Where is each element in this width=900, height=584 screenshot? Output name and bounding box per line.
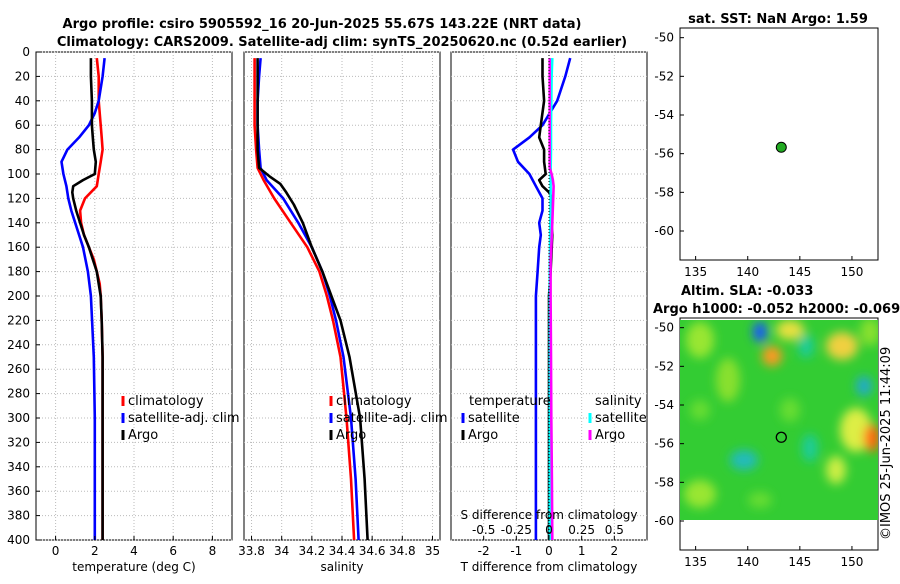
s-tick-label: 0.5: [605, 523, 624, 537]
series-line-salinity-satellite: [548, 58, 554, 540]
legend-item: climatology: [128, 394, 204, 409]
y-tick-label: -54: [654, 398, 674, 412]
salinity-xlabel: salinity: [320, 560, 363, 574]
legend-item: satellite-adj. clim: [336, 411, 448, 426]
series-line-salinity-argo: [548, 58, 555, 541]
sla-heatmap: [680, 320, 878, 520]
x-tick-label: 150: [840, 555, 863, 569]
y-tick-label: 80: [15, 143, 30, 157]
sst-map-panel: sat. SST: NaN Argo: 1.59 135 140 145 150 -50…: [654, 12, 879, 279]
temperature-panel: 0 2 4 6 802040608010012014016018020022024026…: [7, 45, 240, 574]
x-tick-label: 33.8: [238, 544, 265, 558]
y-tick-label: -50: [654, 321, 674, 335]
figure-title-line1: Argo profile: csiro 5905592_16 20-Jun-20…: [63, 17, 582, 32]
legend-item: Argo: [336, 428, 366, 443]
s-tick-label: 0: [545, 523, 553, 537]
x-tick-label: 145: [788, 555, 811, 569]
series-line-argo: [256, 58, 369, 541]
y-tick-label: 380: [7, 509, 30, 523]
y-tick-label: 200: [7, 289, 30, 303]
y-tick-label: -56: [654, 147, 674, 161]
x-tick-label: -2: [478, 544, 490, 558]
s-difference-xlabel: S difference from climatology: [461, 508, 638, 522]
x-tick-label: 135: [684, 265, 707, 279]
y-tick-label: 160: [7, 240, 30, 254]
x-tick-label: 35: [425, 544, 440, 558]
salinity-panel: 33.8 34 34.2 34.4 34.6 34.8 35 climatology satel…: [238, 51, 448, 574]
y-tick-label: 140: [7, 216, 30, 230]
x-tick-label: 34.8: [389, 544, 416, 558]
x-tick-label: 8: [209, 544, 217, 558]
x-tick-label: 150: [840, 265, 863, 279]
x-tick-label: 145: [788, 265, 811, 279]
y-tick-label: -56: [654, 437, 674, 451]
y-tick-label: 300: [7, 411, 30, 425]
x-tick-label: 0: [52, 544, 60, 558]
x-tick-label: 140: [736, 555, 759, 569]
y-tick-label: 360: [7, 484, 30, 498]
difference-panel: -2 -1 0 1 2 -0.5 -0.25 0 0.25 0.5 temperature salin…: [450, 51, 648, 574]
y-tick-label: 320: [7, 435, 30, 449]
legend-item: satellite-adj. clim: [128, 411, 240, 426]
y-tick-label: -60: [654, 224, 674, 238]
figure-title-line2: Climatology: CARS2009. Satellite-adj cli…: [57, 35, 627, 50]
s-tick-label: -0.25: [501, 523, 532, 537]
y-tick-label: -58: [654, 185, 674, 199]
y-tick-label: -52: [654, 69, 674, 83]
y-tick-label: -54: [654, 108, 674, 122]
legend-item: satellite: [468, 411, 520, 426]
x-tick-label: 34.4: [329, 544, 356, 558]
sst-map-title: sat. SST: NaN Argo: 1.59: [688, 12, 868, 27]
series-line-argo: [71, 58, 104, 540]
x-tick-label: 6: [169, 544, 177, 558]
legend-item: climatology: [336, 394, 412, 409]
y-tick-label: 340: [7, 460, 30, 474]
y-tick-label: -60: [654, 514, 674, 528]
x-tick-label: 140: [736, 265, 759, 279]
y-tick-label: -58: [654, 475, 674, 489]
y-tick-label: 400: [7, 533, 30, 547]
x-tick-label: 2: [611, 544, 619, 558]
legend-item: satellite: [595, 411, 647, 426]
x-tick-label: 34.6: [359, 544, 386, 558]
sla-map-panel: Altim. SLA: -0.033 Argo h1000: -0.052 h2…: [653, 284, 900, 569]
s-tick-label: -0.5: [472, 523, 495, 537]
argo-position-marker: [775, 431, 787, 443]
y-tick-label: -50: [654, 31, 674, 45]
x-tick-label: -1: [510, 544, 522, 558]
x-tick-label: 1: [578, 544, 586, 558]
sla-map-title-line1: Altim. SLA: -0.033: [681, 284, 813, 299]
x-tick-label: 2: [91, 544, 99, 558]
x-tick-label: 4: [130, 544, 138, 558]
y-tick-label: 260: [7, 362, 30, 376]
legend-item: Argo: [128, 428, 158, 443]
y-tick-label: 280: [7, 387, 30, 401]
y-tick-label: 60: [15, 118, 30, 132]
series-line-climatology: [253, 58, 356, 541]
imos-watermark: ©IMOS 25-Jun-2025 11:44:09: [879, 347, 894, 540]
x-tick-label: 34: [274, 544, 289, 558]
x-tick-label: 34.2: [298, 544, 325, 558]
y-tick-label: 20: [15, 69, 30, 83]
temperature-xlabel: temperature (deg C): [72, 560, 195, 574]
sla-map-title-line2: Argo h1000: -0.052 h2000: -0.069: [653, 302, 900, 317]
legend-item: Argo: [595, 428, 625, 443]
y-tick-label: 220: [7, 313, 30, 327]
y-tick-label: 240: [7, 338, 30, 352]
y-tick-label: 120: [7, 191, 30, 205]
x-tick-label: 135: [684, 555, 707, 569]
x-tick-label: 0: [545, 544, 553, 558]
argo-position-marker: [775, 141, 787, 153]
y-tick-label: 180: [7, 265, 30, 279]
y-tick-label: 100: [7, 167, 30, 181]
s-tick-label: 0.25: [568, 523, 595, 537]
y-tick-label: 40: [15, 94, 30, 108]
t-difference-xlabel: T difference from climatology: [460, 560, 638, 574]
y-tick-label: -52: [654, 359, 674, 373]
legend-title-temperature: temperature: [469, 394, 551, 409]
legend-item: Argo: [468, 428, 498, 443]
legend-title-salinity: salinity: [595, 394, 642, 409]
y-tick-label: 0: [22, 45, 30, 59]
